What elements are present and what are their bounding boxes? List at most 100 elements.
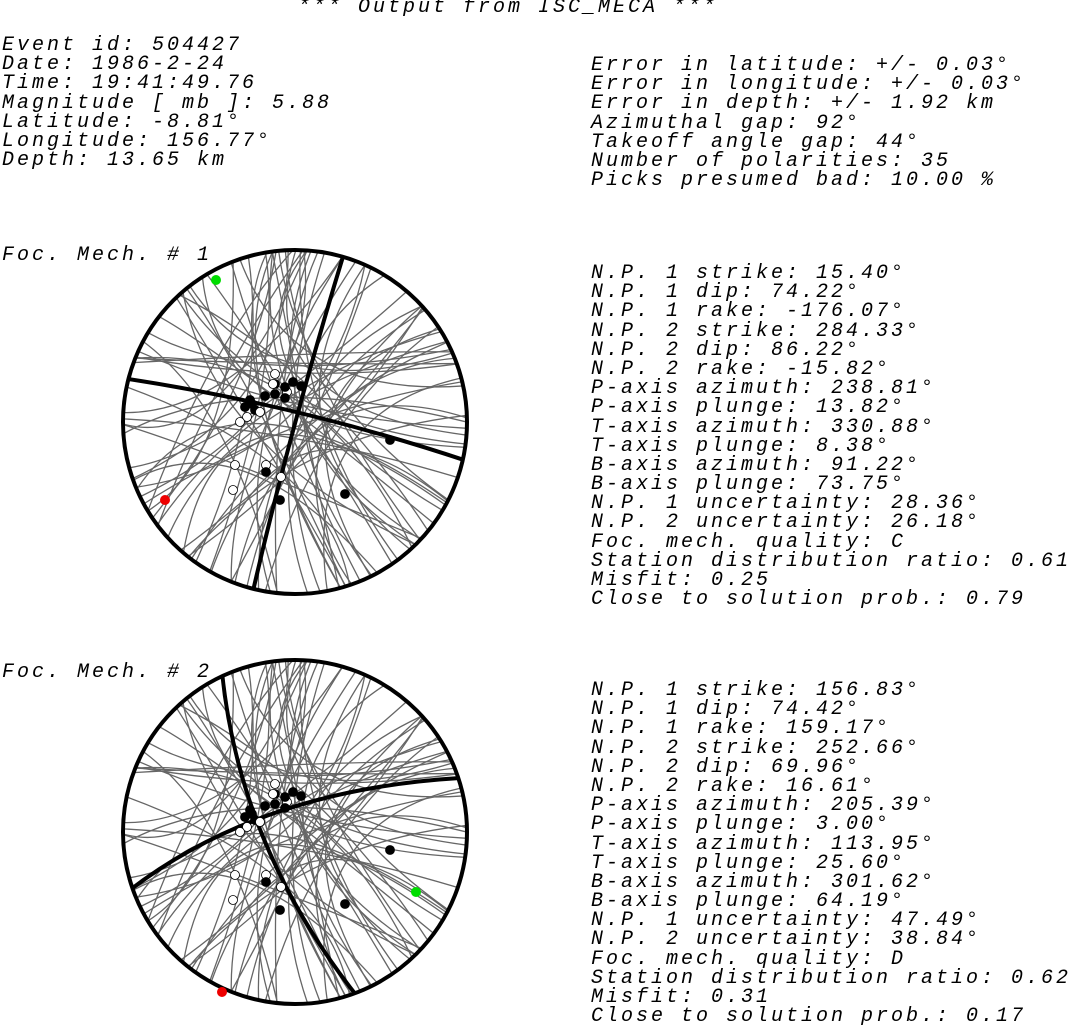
polarity xyxy=(270,369,280,379)
ray-path xyxy=(135,356,413,549)
text-line: N.P. 1 rake: -176.07° xyxy=(591,300,907,324)
text-line: N.P. 1 rake: 159.17° xyxy=(591,717,892,741)
text-line: N.P. 1 uncertainty: 28.36° xyxy=(591,492,982,516)
ray-path xyxy=(135,264,366,488)
text-line: Misfit: 0.31 xyxy=(591,986,772,1009)
ray-path xyxy=(182,433,446,553)
ray-path xyxy=(132,250,289,480)
ray-path xyxy=(239,258,464,388)
ray-path xyxy=(210,448,449,573)
ray-path xyxy=(147,261,234,512)
text-line: T-axis azimuth: 113.95° xyxy=(591,832,937,856)
text-line: Error in latitude: +/- 0.03° xyxy=(591,54,1012,77)
ray-path xyxy=(286,250,467,436)
ray-path xyxy=(239,668,464,798)
ray-path xyxy=(230,670,357,992)
text-line: Picks presumed bad: 10.00 % xyxy=(591,169,997,193)
text-line: Longitude: 156.77° xyxy=(2,129,273,153)
special-station xyxy=(217,987,227,997)
ray-path xyxy=(123,660,308,839)
text-line: Azimuthal gap: 92° xyxy=(591,111,862,135)
event-info: Event id: 504427 Date: 1986-2-24 Time: 19:… xyxy=(2,35,333,173)
ray-path xyxy=(324,738,440,987)
text-line: Close to solution prob.: 0.17 xyxy=(591,1005,1027,1029)
polarity xyxy=(268,379,278,389)
ray-path xyxy=(230,672,361,992)
text-line: N.P. 1 strike: 156.83° xyxy=(591,679,922,702)
ray-path xyxy=(230,260,357,582)
ray-path xyxy=(133,761,453,774)
ray-paths xyxy=(123,660,467,1004)
text-line: P-axis azimuth: 205.39° xyxy=(591,794,937,818)
polarity xyxy=(288,787,298,797)
ray-path xyxy=(136,423,448,504)
ray-path xyxy=(147,332,452,367)
ray-path xyxy=(209,252,270,572)
text-line: Depth: 13.65 km xyxy=(2,149,228,173)
ray-path xyxy=(289,660,416,956)
ray-path xyxy=(288,715,423,1004)
text-line: Magnitude [ mb ]: 5.88 xyxy=(2,91,333,115)
text-line: Error in longitude: +/- 0.03° xyxy=(591,73,1027,97)
text-line: Close to solution prob.: 0.79 xyxy=(591,588,1027,612)
polarity xyxy=(260,391,270,401)
polarity xyxy=(260,801,270,811)
text-line: Station distribution ratio: 0.61 xyxy=(591,549,1070,573)
ray-path xyxy=(123,256,343,414)
text-line: N.P. 2 strike: 252.66° xyxy=(591,736,922,760)
polarity xyxy=(228,895,238,905)
text-line: T-axis plunge: 25.60° xyxy=(591,851,907,875)
text-line: N.P. 1 dip: 74.42° xyxy=(591,698,862,722)
text-line: P-axis azimuth: 238.81° xyxy=(591,377,937,401)
polarity xyxy=(296,791,306,801)
ray-path xyxy=(147,660,294,922)
mech-params: N.P. 1 strike: 156.83° N.P. 1 dip: 74.42°… xyxy=(591,679,1070,1029)
mech-params: N.P. 1 strike: 15.40° N.P. 1 dip: 74.22° N… xyxy=(591,263,1070,612)
ray-path xyxy=(271,251,340,589)
polarity xyxy=(288,377,298,387)
text-line: P-axis plunge: 13.82° xyxy=(591,396,907,420)
polarity xyxy=(276,472,286,482)
text-line: N.P. 2 uncertainty: 26.18° xyxy=(591,511,982,535)
polarity xyxy=(280,382,290,392)
error-info: Error in latitude: +/- 0.03° Error in lon… xyxy=(591,54,1027,193)
ray-paths xyxy=(123,250,467,594)
ray-path xyxy=(257,309,426,591)
text-line: Station distribution ratio: 0.62 xyxy=(591,966,1070,990)
polarity xyxy=(255,817,265,827)
text-line: T-axis azimuth: 330.88° xyxy=(591,415,937,439)
ray-path xyxy=(188,414,467,558)
polarity xyxy=(340,489,350,499)
text-line: B-axis azimuth: 91.22° xyxy=(591,453,922,477)
polarity xyxy=(230,870,240,880)
polarity xyxy=(261,877,271,887)
polarity xyxy=(240,402,250,412)
text-line: N.P. 2 dip: 86.22° xyxy=(591,338,862,362)
polarity xyxy=(280,393,290,403)
ray-path xyxy=(147,671,234,922)
ray-path xyxy=(123,666,343,824)
ray-path xyxy=(188,824,467,968)
polarity xyxy=(275,905,285,915)
mech-label: Foc. Mech. # 2 xyxy=(2,661,213,684)
ray-path xyxy=(288,305,423,594)
ray-path xyxy=(230,262,361,582)
text-line: N.P. 2 rake: 16.61° xyxy=(591,774,877,798)
ray-path xyxy=(209,662,270,982)
ray-path xyxy=(189,695,453,782)
ray-path xyxy=(324,328,440,577)
polarity xyxy=(240,812,250,822)
text-line: Number of polarities: 35 xyxy=(591,149,952,173)
text-line: Foc. mech. quality: C xyxy=(591,530,907,554)
polarity xyxy=(385,845,395,855)
text-line: N.P. 2 strike: 284.33° xyxy=(591,319,922,343)
ray-path xyxy=(135,766,413,959)
text-line: B-axis azimuth: 301.62° xyxy=(591,870,937,894)
ray-path xyxy=(291,662,326,1003)
polarity xyxy=(276,882,286,892)
polarity xyxy=(270,779,280,789)
polarity xyxy=(296,381,306,391)
text-line: Takeoff angle gap: 44° xyxy=(591,130,922,154)
text-line: T-axis plunge: 8.38° xyxy=(591,434,892,458)
ray-path xyxy=(182,701,416,956)
